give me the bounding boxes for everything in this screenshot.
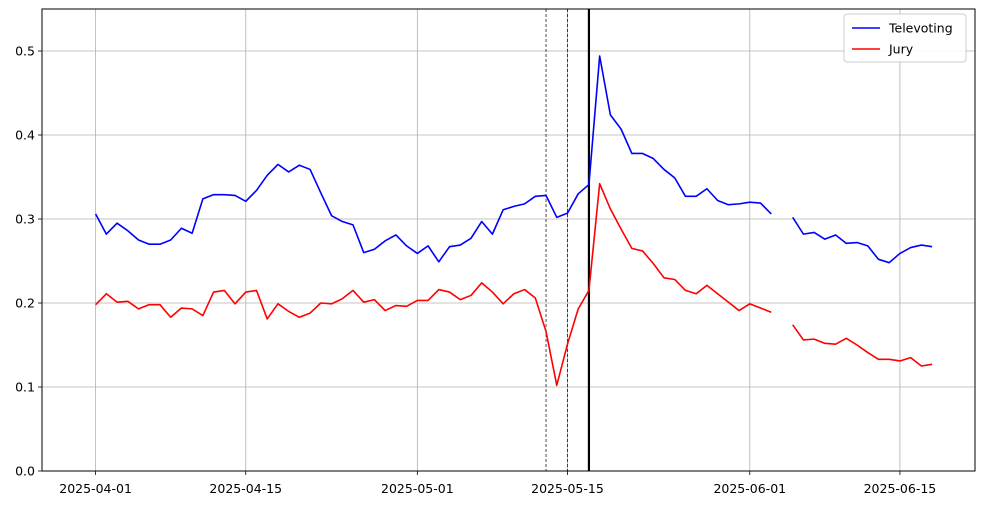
series-lines [94,55,933,387]
grid [42,9,975,472]
legend: Televoting Jury [843,13,967,63]
event-markers [545,9,591,471]
series-line-televoting [94,55,772,263]
series-line-jury [95,182,772,387]
y-tick-label: 0.0 [15,464,35,479]
series-line-jury [792,324,933,367]
y-tick-label: 0.2 [15,296,35,311]
y-tick-label: 0.5 [15,44,35,59]
series-line-televoting [792,216,933,264]
y-tick-label: 0.3 [15,212,35,227]
x-tick-label: 2025-06-15 [864,481,937,496]
legend-label-jury: Jury [888,42,914,57]
y-tick-label: 0.1 [15,380,35,395]
x-tick-label: 2025-06-01 [713,481,786,496]
x-tick-label: 2025-04-15 [209,481,282,496]
legend-label-televoting: Televoting [888,21,953,36]
x-tick-label: 2025-05-01 [381,481,454,496]
x-tick-label: 2025-05-15 [531,481,604,496]
y-tick-label: 0.4 [15,128,35,143]
legend-box [843,13,967,63]
x-tick-label: 2025-04-01 [59,481,132,496]
axes: 0.0 0.1 0.2 0.3 0.4 0.5 2025-04-01 2025-04-15 20… [15,44,936,497]
plot-frame [41,8,976,472]
